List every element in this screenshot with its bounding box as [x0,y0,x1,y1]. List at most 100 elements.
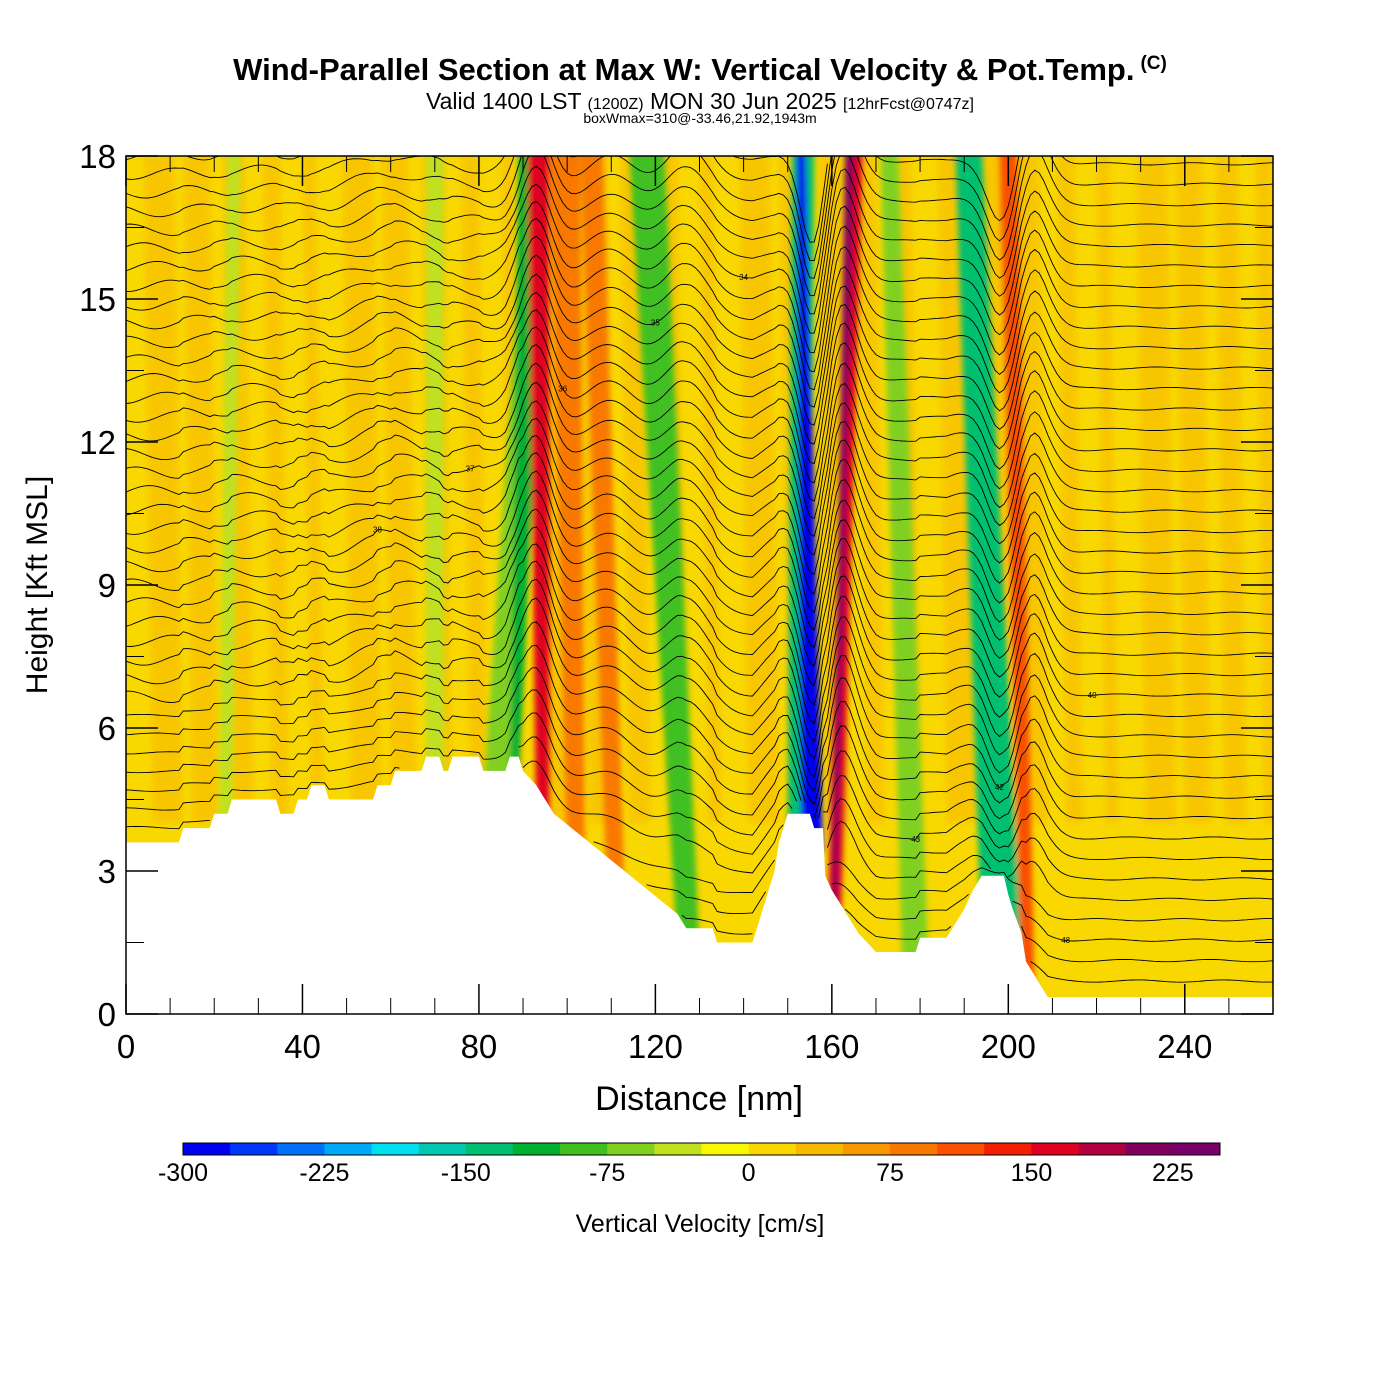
theta-contour [126,381,1273,556]
contour-label: 35 [651,319,660,328]
colorbar-tick-label: -225 [299,1159,349,1187]
theta-contour [126,156,1273,279]
theta-contour [593,841,1273,922]
terrain-mask [126,756,1273,1014]
theta-contour [126,597,1273,778]
theta-contour [126,470,1273,649]
theta-contour [126,508,1273,687]
theta-contour [126,235,1273,408]
x-tick-label: 80 [461,1028,498,1065]
theta-contour [126,254,1273,426]
theta-contour [126,309,1273,484]
colorbar: -300 -225 -150 -75 0 75 150 225 [158,1142,1221,1187]
velocity-band-2 [527,156,550,831]
colorbar-swatch [324,1143,373,1155]
velocity-band-13 [218,156,241,838]
theta-contour [126,452,1273,631]
texture-stripe [1056,156,1084,824]
potential-temperature-contours: 48 43 42 40 38 37 36 35 34 33 [126,142,1273,983]
theta-contour [126,156,1273,262]
velocity-band-10 [880,156,929,976]
colorbar-swatch [984,1143,1032,1155]
colorbar-tick-label: -75 [589,1159,625,1187]
theta-contour [126,560,1273,743]
texture-stripe [461,156,488,824]
y-tick-label: 18 [79,138,116,175]
theta-contour [126,621,1273,792]
colorbar-tick-label: 0 [742,1159,756,1187]
colorbar-tick-label: 75 [876,1159,904,1187]
texture-stripe [183,156,219,824]
colorbar-tick-label: -150 [441,1159,491,1187]
colorbar-swatch [1172,1143,1221,1155]
contour-label: 48 [1061,936,1070,945]
colorbar-swatch [701,1143,750,1155]
theta-contour [126,156,1273,297]
terrain-fill [126,756,1273,1014]
theta-contour [126,156,1273,315]
velocity-band-3 [549,156,585,863]
colorbar-swatch [607,1143,655,1155]
colorbar-swatch [230,1143,278,1155]
contour-label: 33 [849,142,858,151]
x-tick-label: 40 [284,1028,321,1065]
colorbar-swatch [890,1143,938,1155]
colorbar-label: Vertical Velocity [cm/s] [576,1210,825,1238]
colorbar-tick-label: 225 [1152,1159,1194,1187]
velocity-band-5 [629,156,700,953]
colorbar-swatch [937,1143,985,1155]
colorbar-swatch [560,1143,608,1155]
colorbar-tick-label: -300 [158,1159,208,1187]
theta-contour [126,417,1273,595]
y-tick-label: 9 [98,567,116,604]
x-tick-label: 0 [117,1028,135,1065]
theta-contour [126,578,1273,760]
box-wmax-note: boxWmax=310@-33.46,21.92,1943m [583,110,817,126]
y-axis-label: Height [Kft MSL] [21,476,54,694]
theta-contour [126,183,1273,354]
contour-label: 42 [995,783,1004,792]
colorbar-outline [182,1142,1221,1156]
y-tick-label: 12 [79,424,116,461]
theta-contour [646,882,1273,942]
contour-label: 38 [373,525,382,534]
theta-contour [126,165,1273,334]
x-tick-label: 120 [628,1028,683,1065]
theta-contour [126,217,1273,391]
theta-contour [126,760,1273,901]
theta-contour [126,292,1273,465]
contour-label: 36 [558,385,567,394]
theta-contour [126,343,1273,520]
x-tick-label: 200 [981,1028,1036,1065]
theta-contour [126,326,1273,502]
colorbar-swatch [418,1143,467,1155]
theta-contour [126,400,1273,576]
theta-contour [126,489,1273,667]
y-tick-label: 15 [79,281,116,318]
theta-contour [126,712,1273,861]
x-tick-label: 160 [804,1028,859,1065]
texture-stripe [1096,156,1119,824]
y-tick-label: 0 [98,996,116,1033]
colorbar-swatch [465,1143,514,1155]
y-tick-label: 3 [98,853,116,890]
colorbar-swatch [654,1143,702,1155]
contour-label: 40 [1088,691,1097,700]
colorbar-swatch [1031,1143,1080,1155]
velocity-band-11 [955,156,1022,957]
copyright-mark: (C) [1140,52,1167,74]
contour-label: 34 [739,273,748,282]
theta-contour [126,543,1273,725]
theta-contour [126,736,1273,881]
theta-contour [681,908,1273,963]
colorbar-tick-label: 150 [1011,1159,1053,1187]
contour-label: 37 [466,465,475,474]
x-tick-label: 240 [1157,1028,1212,1065]
axes: 0 40 80 120 160 200 240 0 36 9 12 15 18 [79,138,1273,1065]
texture-stripe [1175,156,1212,824]
theta-contour [126,667,1273,820]
theta-contour [126,200,1273,373]
x-axis-label: Distance [nm] [595,1080,803,1118]
